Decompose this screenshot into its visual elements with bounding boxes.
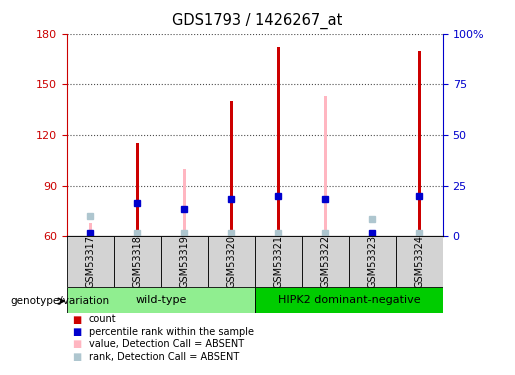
Bar xyxy=(418,233,421,236)
Text: ■: ■ xyxy=(72,327,81,337)
Text: count: count xyxy=(89,315,116,324)
Bar xyxy=(182,169,186,236)
Text: GSM53318: GSM53318 xyxy=(132,235,143,288)
Text: GSM53317: GSM53317 xyxy=(85,235,95,288)
Bar xyxy=(324,233,327,236)
Text: HIPK2 dominant-negative: HIPK2 dominant-negative xyxy=(278,295,420,305)
Bar xyxy=(67,287,255,313)
Bar xyxy=(135,233,140,236)
Bar xyxy=(349,236,396,287)
Text: ■: ■ xyxy=(72,352,81,362)
Text: value, Detection Call = ABSENT: value, Detection Call = ABSENT xyxy=(89,339,244,349)
Bar xyxy=(371,233,374,236)
Text: GSM53322: GSM53322 xyxy=(320,235,331,288)
Text: GSM53319: GSM53319 xyxy=(179,235,190,288)
Text: GSM53320: GSM53320 xyxy=(227,235,236,288)
Text: rank, Detection Call = ABSENT: rank, Detection Call = ABSENT xyxy=(89,352,239,362)
Bar xyxy=(89,233,92,236)
Bar xyxy=(208,236,255,287)
Text: GSM53321: GSM53321 xyxy=(273,235,283,288)
Text: wild-type: wild-type xyxy=(135,295,186,305)
Bar xyxy=(230,233,233,236)
Bar xyxy=(230,101,233,236)
Text: GSM53323: GSM53323 xyxy=(367,235,377,288)
Bar xyxy=(67,236,114,287)
Bar xyxy=(396,236,443,287)
Text: ■: ■ xyxy=(72,315,81,324)
Text: GDS1793 / 1426267_at: GDS1793 / 1426267_at xyxy=(173,13,342,29)
Bar xyxy=(370,233,374,236)
Bar xyxy=(161,236,208,287)
Text: GSM53324: GSM53324 xyxy=(415,235,424,288)
Bar xyxy=(255,236,302,287)
Bar xyxy=(183,233,186,236)
Bar xyxy=(277,233,280,236)
Bar xyxy=(89,223,92,236)
Text: genotype/variation: genotype/variation xyxy=(10,296,109,306)
Bar xyxy=(114,236,161,287)
Bar xyxy=(418,51,421,236)
Bar xyxy=(136,144,139,236)
Text: percentile rank within the sample: percentile rank within the sample xyxy=(89,327,253,337)
Bar xyxy=(277,47,280,236)
Bar xyxy=(323,96,328,236)
Text: ■: ■ xyxy=(72,339,81,349)
Bar xyxy=(255,287,443,313)
Bar xyxy=(302,236,349,287)
